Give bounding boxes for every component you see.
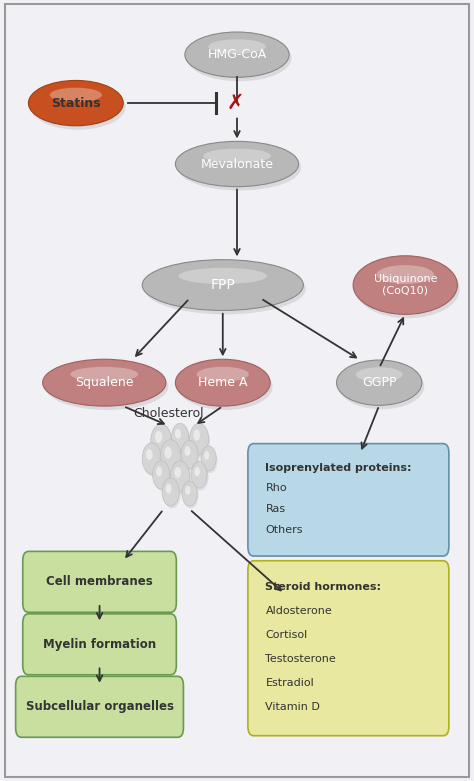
Circle shape — [190, 423, 209, 455]
Text: HMG-CoA: HMG-CoA — [207, 48, 266, 61]
Circle shape — [142, 443, 161, 474]
Text: Aldosterone: Aldosterone — [265, 606, 332, 616]
FancyBboxPatch shape — [23, 551, 176, 612]
Text: Steroid hormones:: Steroid hormones: — [265, 582, 382, 592]
Ellipse shape — [356, 259, 460, 319]
Ellipse shape — [145, 264, 306, 314]
Circle shape — [164, 480, 181, 508]
Circle shape — [164, 447, 172, 458]
Ellipse shape — [203, 148, 271, 163]
Ellipse shape — [178, 145, 301, 191]
Circle shape — [146, 449, 153, 460]
Circle shape — [181, 440, 198, 469]
Text: Squalene: Squalene — [75, 376, 134, 389]
Text: Cholesterol: Cholesterol — [133, 407, 203, 420]
Circle shape — [172, 423, 189, 451]
Ellipse shape — [178, 268, 267, 284]
Circle shape — [202, 448, 218, 473]
Circle shape — [153, 461, 170, 489]
Ellipse shape — [353, 256, 457, 315]
Ellipse shape — [142, 259, 303, 310]
Text: Heme A: Heme A — [198, 376, 247, 389]
Circle shape — [151, 424, 172, 458]
Text: Statins: Statins — [51, 97, 100, 109]
Text: ✗: ✗ — [227, 93, 244, 113]
Circle shape — [152, 426, 173, 461]
Circle shape — [160, 440, 181, 474]
Circle shape — [174, 467, 181, 478]
Circle shape — [162, 442, 182, 476]
Ellipse shape — [175, 359, 270, 406]
FancyBboxPatch shape — [23, 614, 176, 675]
Text: Cell membranes: Cell membranes — [46, 576, 153, 588]
FancyBboxPatch shape — [248, 444, 449, 556]
Circle shape — [194, 467, 200, 476]
Circle shape — [183, 483, 199, 508]
Ellipse shape — [45, 363, 168, 410]
Ellipse shape — [356, 367, 403, 382]
Text: Subcellular organelles: Subcellular organelles — [26, 701, 173, 713]
Text: Ubiquinone
(CoQ10): Ubiquinone (CoQ10) — [374, 274, 437, 296]
Text: GGPP: GGPP — [362, 376, 396, 389]
Ellipse shape — [209, 39, 265, 54]
Circle shape — [185, 486, 191, 495]
Text: Rho: Rho — [265, 483, 287, 494]
Circle shape — [173, 426, 190, 454]
Circle shape — [144, 445, 163, 476]
Text: Ras: Ras — [265, 505, 285, 514]
Circle shape — [204, 451, 210, 460]
Circle shape — [182, 443, 200, 471]
Circle shape — [184, 446, 191, 456]
Circle shape — [156, 466, 162, 476]
Circle shape — [154, 463, 171, 491]
Ellipse shape — [185, 32, 289, 77]
Ellipse shape — [31, 84, 126, 130]
Ellipse shape — [70, 367, 138, 382]
Text: FPP: FPP — [210, 278, 235, 292]
Text: Myelin formation: Myelin formation — [43, 638, 156, 651]
Circle shape — [192, 464, 209, 490]
Ellipse shape — [50, 87, 102, 102]
Text: Isoprenylated proteins:: Isoprenylated proteins: — [265, 462, 412, 473]
Circle shape — [191, 426, 210, 457]
Ellipse shape — [28, 80, 123, 126]
Ellipse shape — [197, 367, 249, 382]
Text: Vitamin D: Vitamin D — [265, 702, 320, 712]
Circle shape — [165, 483, 172, 494]
Circle shape — [201, 446, 216, 471]
Text: Testosterone: Testosterone — [265, 654, 336, 664]
Circle shape — [172, 463, 191, 494]
Circle shape — [175, 429, 181, 439]
Circle shape — [155, 431, 162, 443]
Text: Mevalonate: Mevalonate — [201, 158, 273, 170]
Text: Estradiol: Estradiol — [265, 678, 314, 688]
Ellipse shape — [376, 266, 434, 284]
Text: Cortisol: Cortisol — [265, 630, 308, 640]
Ellipse shape — [339, 364, 424, 409]
Ellipse shape — [178, 363, 273, 410]
FancyBboxPatch shape — [248, 561, 449, 736]
Circle shape — [191, 462, 207, 488]
Ellipse shape — [175, 141, 299, 187]
Circle shape — [171, 461, 190, 492]
Circle shape — [193, 430, 200, 440]
Ellipse shape — [337, 360, 422, 405]
Ellipse shape — [187, 36, 292, 81]
Circle shape — [162, 478, 179, 506]
FancyBboxPatch shape — [16, 676, 183, 737]
Text: Others: Others — [265, 525, 303, 535]
Ellipse shape — [43, 359, 166, 406]
Circle shape — [182, 481, 197, 506]
